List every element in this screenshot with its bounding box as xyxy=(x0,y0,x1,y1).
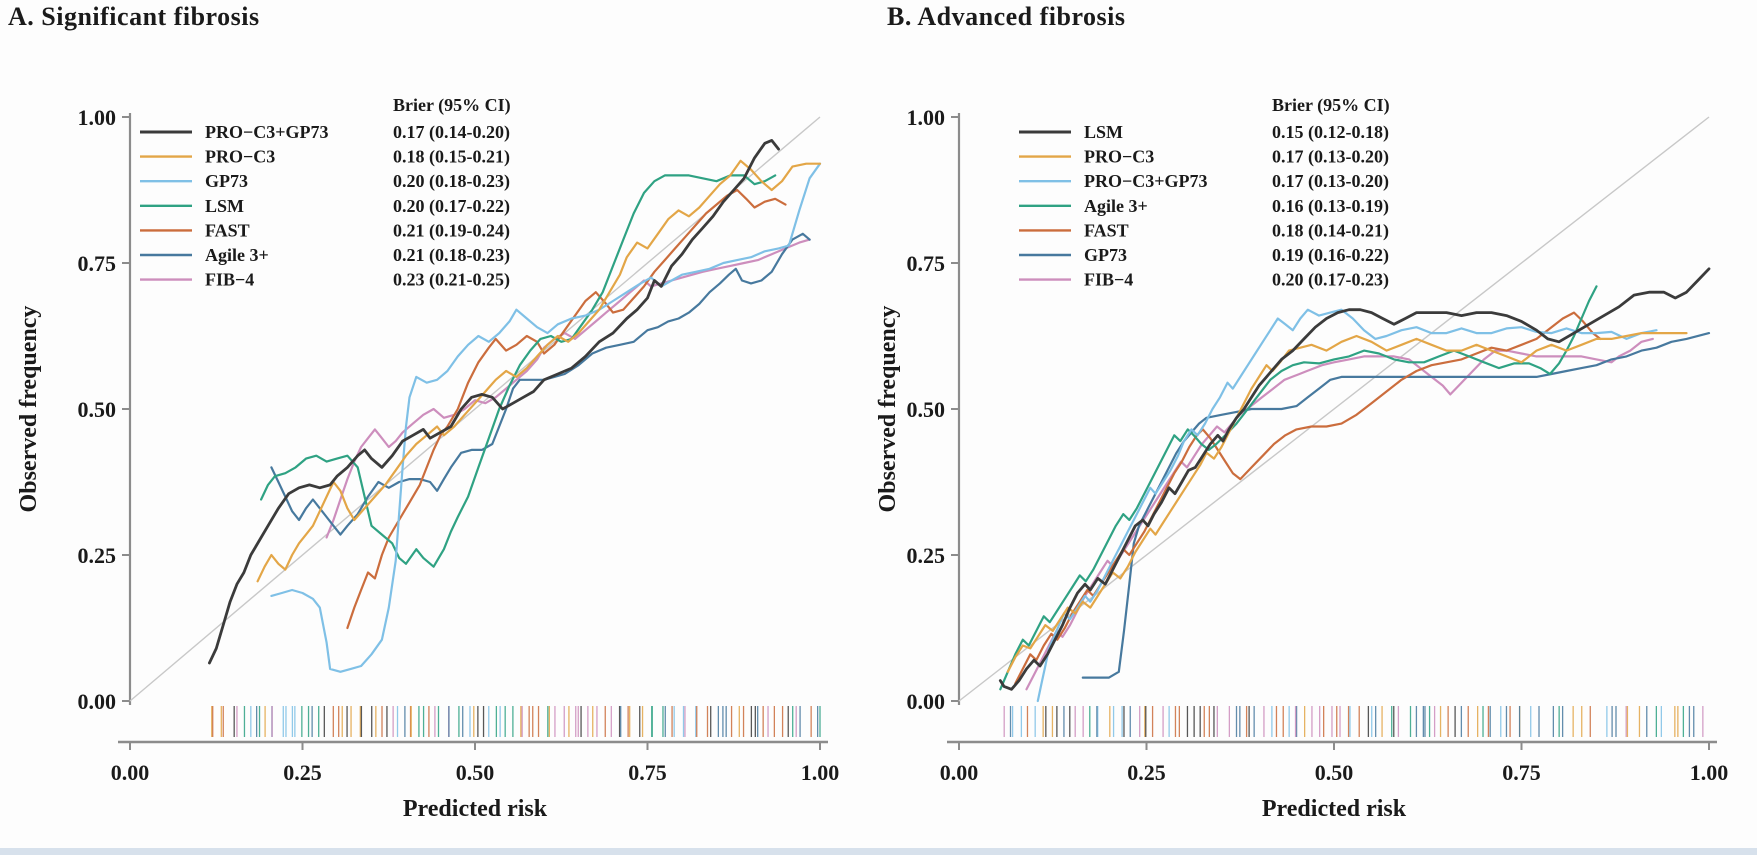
legend: Brier (95% CI) PRO−C3+GP73 0.17 (0.14-0.20… xyxy=(140,95,511,291)
legend-label: PRO−C3+GP73 xyxy=(1084,171,1208,191)
y-tick-label: 1.00 xyxy=(78,105,117,130)
panel-b-plot: 0.00 0.25 0.50 0.75 1.00 0.00 0.25 0.50 0.75 1.00… xyxy=(875,95,1729,822)
x-axis-label: Predicted risk xyxy=(1262,796,1407,822)
y-tick-label: 0.00 xyxy=(907,689,946,714)
legend-label: FIB−4 xyxy=(205,270,254,290)
panel-a-title: A. Significant fibrosis xyxy=(8,2,260,31)
rug-plot xyxy=(211,706,821,737)
legend-label: GP73 xyxy=(205,171,248,191)
legend-brier-value: 0.20 (0.18-0.23) xyxy=(393,171,510,192)
x-tick-label: 0.50 xyxy=(456,760,495,785)
y-tick-label: 0.00 xyxy=(78,689,117,714)
legend-brier-value: 0.15 (0.12-0.18) xyxy=(1272,122,1389,143)
legend-header: Brier (95% CI) xyxy=(1272,95,1390,116)
series-line-FAST xyxy=(346,188,787,630)
legend-brier-value: 0.17 (0.14-0.20) xyxy=(393,122,510,143)
x-tick-label: 1.00 xyxy=(1690,760,1729,785)
legend-label: LSM xyxy=(1084,122,1123,142)
panel-significant-fibrosis: A. Significant fibrosis 0.00 0.25 0.50 0.75… xyxy=(0,0,878,845)
legend-label: PRO−C3+GP73 xyxy=(205,122,329,142)
series-line-FIB−4 xyxy=(1025,337,1654,691)
x-tick-label: 0.00 xyxy=(940,760,979,785)
panel-a-plot: 0.00 0.25 0.50 0.75 1.00 0.00 0.25 0.50 0.75 1.00… xyxy=(16,95,840,822)
legend-brier-value: 0.19 (0.16-0.22) xyxy=(1272,245,1389,266)
legend-label: FAST xyxy=(1084,220,1129,240)
series-line-PRO−C3+GP73 xyxy=(207,138,780,665)
x-tick-label: 0.50 xyxy=(1315,760,1354,785)
y-axis-label: Observed frequency xyxy=(875,306,901,513)
legend-brier-value: 0.23 (0.21-0.25) xyxy=(393,270,510,291)
legend-header: Brier (95% CI) xyxy=(393,95,511,116)
legend-brier-value: 0.17 (0.13-0.20) xyxy=(1272,147,1389,168)
legend-brier-value: 0.18 (0.14-0.21) xyxy=(1272,220,1389,241)
y-tick-label: 0.75 xyxy=(78,251,117,276)
legend-brier-value: 0.17 (0.13-0.20) xyxy=(1272,171,1389,192)
y-tick-label: 1.00 xyxy=(907,105,946,130)
rug-plot xyxy=(1003,706,1704,737)
legend-label: PRO−C3 xyxy=(205,147,275,167)
series-line-PRO−C3 xyxy=(256,159,822,583)
legend-label: Agile 3+ xyxy=(205,245,269,265)
bottom-strip xyxy=(0,848,1757,855)
series-line-LSM xyxy=(260,174,777,568)
series-line-Agile 3+ xyxy=(270,232,811,536)
y-tick-label: 0.25 xyxy=(907,543,946,568)
series-line-LSM xyxy=(998,267,1711,691)
y-tick-label: 0.50 xyxy=(907,397,946,422)
legend-brier-value: 0.18 (0.15-0.21) xyxy=(393,147,510,168)
y-tick-label: 0.25 xyxy=(78,543,117,568)
legend-label: Agile 3+ xyxy=(1084,196,1148,216)
series-line-PRO−C3+GP73 xyxy=(1036,308,1658,703)
legend-brier-value: 0.21 (0.18-0.23) xyxy=(393,245,510,266)
x-tick-label: 1.00 xyxy=(801,760,840,785)
y-tick-label: 0.50 xyxy=(78,397,117,422)
y-tick-label: 0.75 xyxy=(907,251,946,276)
series-line-Agile 3+ xyxy=(999,285,1598,691)
panel-b-title: B. Advanced fibrosis xyxy=(887,2,1126,31)
legend-label: FAST xyxy=(205,220,250,240)
legend-brier-value: 0.20 (0.17-0.23) xyxy=(1272,270,1389,291)
x-axis-label: Predicted risk xyxy=(403,796,548,822)
legend-label: GP73 xyxy=(1084,245,1127,265)
legend: Brier (95% CI) LSM 0.15 (0.12-0.18) PRO−C3 0… xyxy=(1019,95,1390,291)
series-line-PRO−C3 xyxy=(1006,332,1688,673)
legend-label: LSM xyxy=(205,196,244,216)
series-line-FAST xyxy=(1014,311,1602,685)
legend-brier-value: 0.21 (0.19-0.24) xyxy=(393,220,510,241)
legend-label: PRO−C3 xyxy=(1084,147,1154,167)
x-tick-label: 0.25 xyxy=(1127,760,1166,785)
x-tick-label: 0.25 xyxy=(283,760,322,785)
x-tick-label: 0.75 xyxy=(628,760,667,785)
legend-brier-value: 0.20 (0.17-0.22) xyxy=(393,196,510,217)
legend-brier-value: 0.16 (0.13-0.19) xyxy=(1272,196,1389,217)
x-tick-label: 0.00 xyxy=(111,760,150,785)
x-tick-label: 0.75 xyxy=(1502,760,1541,785)
panel-advanced-fibrosis: B. Advanced fibrosis 0.00 0.25 0.50 0.75 1.0… xyxy=(875,0,1757,845)
legend-label: FIB−4 xyxy=(1084,270,1133,290)
series-line-GP73 xyxy=(1081,332,1711,679)
y-axis-label: Observed frequency xyxy=(16,306,42,513)
series-line-GP73 xyxy=(270,162,822,673)
